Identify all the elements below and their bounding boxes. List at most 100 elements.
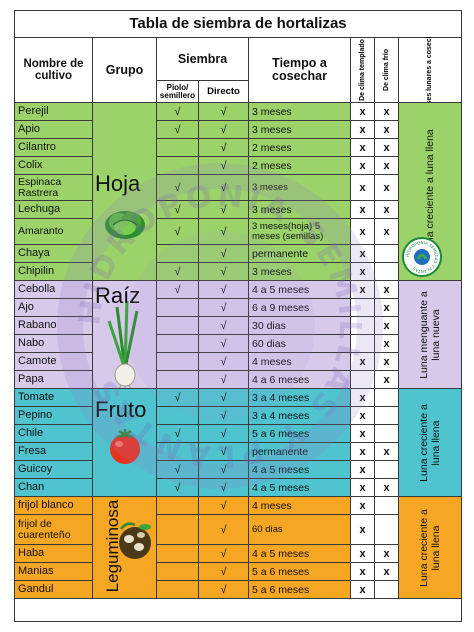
- harvest-time: 3 meses: [249, 103, 351, 121]
- semillero-mark: [157, 139, 199, 157]
- directo-mark: √: [199, 497, 249, 515]
- directo-mark: √: [199, 281, 249, 299]
- semillero-mark: [157, 157, 199, 175]
- directo-mark: √: [199, 545, 249, 563]
- crop-name: frijol de cuarenteño: [15, 515, 93, 545]
- clima-frio-mark: x: [375, 121, 399, 139]
- clima-templado-mark: x: [351, 245, 375, 263]
- harvest-time: 5 a 6 meses: [249, 581, 351, 599]
- harvest-time: 3 a 4 meses: [249, 389, 351, 407]
- clima-frio-mark: [375, 245, 399, 263]
- crop-name: frijol blanco: [15, 497, 93, 515]
- group-cell: Fruto: [93, 389, 157, 497]
- group-label: Raíz: [95, 283, 141, 308]
- header-clima-templado: De clima templado: [351, 37, 375, 103]
- semillero-mark: [157, 563, 199, 581]
- directo-mark: √: [199, 175, 249, 201]
- semillero-mark: [157, 299, 199, 317]
- moon-phase-cell: Luna menguante a luna nueva: [399, 281, 461, 389]
- clima-frio-mark: [375, 407, 399, 425]
- harvest-time: 30 dias: [249, 317, 351, 335]
- moon-phase-text: Luna menguante a luna nueva: [418, 290, 442, 379]
- directo-mark: √: [199, 389, 249, 407]
- clima-frio-mark: [375, 581, 399, 599]
- directo-mark: √: [199, 461, 249, 479]
- beans-icon: [115, 519, 155, 568]
- clima-templado-mark: x: [351, 201, 375, 219]
- crop-name: Tomate: [15, 389, 93, 407]
- clima-templado-mark: x: [351, 563, 375, 581]
- directo-mark: √: [199, 201, 249, 219]
- crop-name: Lechuga: [15, 201, 93, 219]
- crop-name: Nabo: [15, 335, 93, 353]
- clima-templado-mark: [351, 317, 375, 335]
- group-label: Fruto: [95, 397, 147, 422]
- crop-name: Amaranto: [15, 219, 93, 245]
- crop-name: Cilantro: [15, 139, 93, 157]
- directo-mark: √: [199, 139, 249, 157]
- tomato-icon: [105, 427, 145, 470]
- harvest-time: 4 meses: [249, 353, 351, 371]
- clima-templado-mark: x: [351, 263, 375, 281]
- header-semillero: Piolo/ semillero: [157, 81, 199, 103]
- semillero-mark: √: [157, 281, 199, 299]
- moon-phase-text: Luna creciente a luna llena: [418, 403, 442, 482]
- hidroponia-logo: HIDROPONIA SEMILLAS Y PLANTAS: [402, 237, 442, 277]
- crop-name: Camote: [15, 353, 93, 371]
- clima-templado-mark: x: [351, 545, 375, 563]
- crop-name: Apio: [15, 121, 93, 139]
- semillero-mark: √: [157, 201, 199, 219]
- semillero-mark: [157, 545, 199, 563]
- clima-templado-mark: x: [351, 157, 375, 175]
- harvest-time: 3 a 4 meses: [249, 407, 351, 425]
- harvest-time: 3 meses: [249, 121, 351, 139]
- crop-name: Gandul: [15, 581, 93, 599]
- directo-mark: √: [199, 581, 249, 599]
- clima-frio-mark: [375, 461, 399, 479]
- crop-name: Cebolla: [15, 281, 93, 299]
- crop-name: Chile: [15, 425, 93, 443]
- harvest-time: 2 meses: [249, 139, 351, 157]
- clima-templado-mark: x: [351, 281, 375, 299]
- semillero-mark: [157, 515, 199, 545]
- directo-mark: √: [199, 515, 249, 545]
- clima-frio-mark: x: [375, 479, 399, 497]
- semillero-mark: [157, 581, 199, 599]
- semillero-mark: √: [157, 263, 199, 281]
- planting-table: Tabla de siembra de hortalizas Nombre de…: [14, 10, 462, 622]
- clima-frio-mark: [375, 263, 399, 281]
- clima-templado-mark: [351, 335, 375, 353]
- semillero-mark: √: [157, 121, 199, 139]
- harvest-time: 4 a 6 meses: [249, 371, 351, 389]
- header-directo: Directo: [199, 81, 249, 103]
- semillero-mark: √: [157, 461, 199, 479]
- header-siembra: Siembra: [157, 37, 249, 81]
- moon-phase-cell: Luna creciente a luna llena: [399, 389, 461, 497]
- header-grupo: Grupo: [93, 37, 157, 103]
- clima-templado-mark: x: [351, 581, 375, 599]
- directo-mark: √: [199, 245, 249, 263]
- crop-name: Fresa: [15, 443, 93, 461]
- clima-templado-mark: x: [351, 175, 375, 201]
- moon-phase-text: Luna creciente a luna llena: [418, 508, 442, 587]
- clima-templado-mark: [351, 371, 375, 389]
- directo-mark: √: [199, 299, 249, 317]
- crop-name: Chipilin: [15, 263, 93, 281]
- directo-mark: √: [199, 371, 249, 389]
- semillero-mark: √: [157, 103, 199, 121]
- crop-name: Colix: [15, 157, 93, 175]
- crop-name: Chan: [15, 479, 93, 497]
- semillero-mark: √: [157, 175, 199, 201]
- group-cell: Hoja: [93, 103, 157, 281]
- crop-name: Ajo: [15, 299, 93, 317]
- clima-frio-mark: x: [375, 103, 399, 121]
- crop-name: Espinaca Rastrera: [15, 175, 93, 201]
- harvest-time: 60 dias: [249, 335, 351, 353]
- clima-frio-mark: [375, 515, 399, 545]
- crop-name: Haba: [15, 545, 93, 563]
- clima-frio-mark: [375, 389, 399, 407]
- crop-name: Rabano: [15, 317, 93, 335]
- clima-templado-mark: x: [351, 443, 375, 461]
- semillero-mark: √: [157, 219, 199, 245]
